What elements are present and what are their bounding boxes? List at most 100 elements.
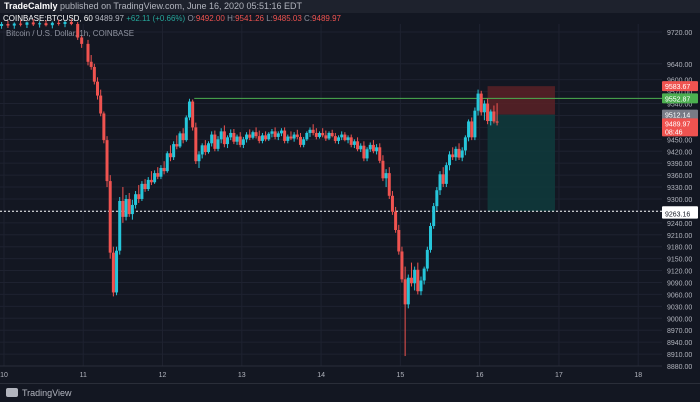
candle-body	[105, 140, 109, 182]
time-tick-label: 14	[317, 372, 325, 379]
candle	[473, 107, 477, 141]
candle	[118, 196, 122, 255]
candle-body	[200, 145, 204, 155]
time-tick-label: 17	[555, 372, 563, 379]
candle	[409, 262, 413, 287]
candle	[463, 135, 467, 156]
candle-body	[438, 174, 442, 191]
candle	[229, 129, 233, 141]
candle-body	[102, 113, 106, 141]
author-name[interactable]: TradeCalmly	[4, 1, 58, 11]
candle	[146, 177, 150, 192]
price-tick-label: 9000.00	[667, 316, 692, 323]
candle-body	[264, 135, 268, 140]
candle-body	[406, 277, 410, 305]
candle	[400, 246, 404, 283]
candle	[178, 131, 182, 149]
candle	[257, 130, 261, 144]
price-label-text: 9583.67	[665, 84, 690, 91]
candle-body	[86, 43, 90, 62]
time-axis[interactable]: 10 11 12 13 14 15 16 17 18	[0, 365, 662, 379]
price-tick-label: 9090.00	[667, 280, 692, 287]
candle	[260, 132, 264, 144]
candle	[340, 131, 344, 141]
candle	[108, 175, 112, 259]
candle	[197, 151, 201, 168]
footer-bar: TradingView	[0, 383, 700, 402]
candle-body	[425, 249, 429, 269]
price-label-box	[662, 109, 698, 120]
price-axis[interactable]: 9720.009640.009600.009570.009540.009510.…	[667, 30, 692, 371]
horizontal-lines	[0, 97, 662, 212]
candle	[162, 161, 166, 175]
candle	[318, 131, 322, 139]
price-tick-label: 9150.00	[667, 257, 692, 264]
price-tick-label: 9030.00	[667, 304, 692, 311]
candle-body	[435, 190, 439, 207]
price-label-text: 9489.97	[665, 121, 690, 128]
candle	[308, 127, 312, 137]
price-tick-label: 8940.00	[667, 340, 692, 347]
candle	[438, 171, 442, 195]
candle	[203, 140, 207, 156]
candle-body	[121, 200, 125, 217]
candle-body	[159, 167, 163, 177]
high-value: 9541.26	[235, 14, 264, 23]
candle	[381, 155, 385, 182]
candle-body	[257, 136, 261, 141]
candle-body	[267, 133, 271, 140]
candle-body	[463, 137, 467, 151]
price-chart[interactable]: 9720.009640.009600.009570.009540.009510.…	[0, 0, 700, 383]
candle-body	[197, 154, 201, 162]
candle-body	[476, 93, 480, 111]
candle	[495, 103, 499, 126]
candle-body	[375, 147, 379, 152]
price-tick-label: 8910.00	[667, 352, 692, 359]
candle	[89, 55, 93, 70]
price-tick-label: 8970.00	[667, 328, 692, 335]
candle	[115, 246, 119, 296]
candle	[251, 130, 255, 140]
candle-body	[270, 131, 274, 134]
candle	[57, 19, 61, 26]
candle	[305, 131, 309, 141]
candle-body	[63, 22, 67, 24]
candle	[375, 144, 379, 155]
candle-body	[57, 22, 61, 24]
tradingview-logo[interactable]: TradingView	[6, 388, 72, 398]
candle	[476, 89, 480, 116]
candle-body	[38, 23, 42, 25]
candle-body	[381, 160, 385, 179]
candle	[419, 276, 423, 296]
candle	[428, 222, 432, 253]
candle-body	[311, 129, 315, 133]
candle-body	[235, 136, 239, 142]
candle	[219, 128, 223, 144]
candle-body	[162, 167, 166, 172]
candle-body	[69, 22, 73, 24]
candle-body	[298, 136, 302, 145]
candle	[425, 246, 429, 272]
candle	[460, 147, 464, 162]
candle	[441, 167, 445, 188]
candle	[245, 132, 249, 143]
candle-body	[6, 24, 10, 26]
candle-body	[44, 23, 48, 26]
candle	[187, 98, 191, 121]
candle	[295, 129, 299, 140]
candle-body	[149, 179, 153, 183]
candle	[416, 262, 420, 295]
candle	[153, 170, 157, 184]
candle	[365, 147, 369, 162]
candle	[213, 130, 217, 152]
candle	[467, 119, 471, 142]
candle	[283, 127, 287, 144]
candle-body	[390, 195, 394, 212]
candle	[25, 21, 29, 28]
candle-body	[368, 144, 372, 150]
time-tick-label: 15	[396, 372, 404, 379]
brand-name: TradingView	[22, 388, 72, 398]
candle-body	[146, 179, 150, 190]
candle-body	[349, 137, 353, 145]
candle-body	[454, 148, 458, 158]
